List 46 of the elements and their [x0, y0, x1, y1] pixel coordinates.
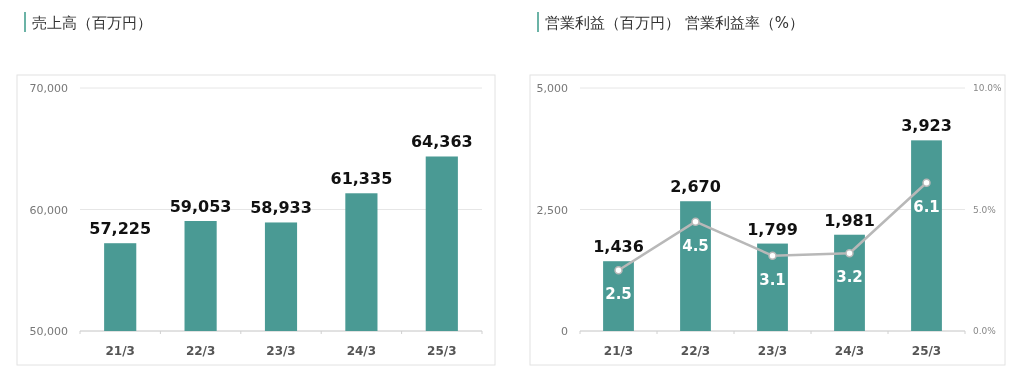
chart-title: 売上高（百万円） [32, 14, 152, 32]
y-tick-label: 60,000 [29, 203, 68, 217]
data-label: 61,335 [330, 169, 393, 189]
x-tick-label: 24/3 [834, 344, 865, 358]
chart-title: 営業利益（百万円） 営業利益率（%） [545, 14, 805, 32]
y2-tick-label: 5.0% [973, 204, 997, 215]
y-tick-label: 0 [561, 325, 568, 338]
data-label: 1,799 [747, 219, 798, 239]
data-label: 2,670 [670, 177, 721, 197]
x-tick-label: 23/3 [757, 344, 788, 358]
data-label: 1,436 [593, 237, 644, 257]
bar [757, 243, 788, 331]
bar [603, 261, 634, 331]
data-label: 4.5 [682, 236, 709, 255]
y-tick-label: 70,000 [29, 82, 68, 95]
point [845, 248, 854, 258]
data-label: 6.1 [913, 197, 940, 216]
data-label: 64,363 [410, 132, 473, 152]
x-tick-label: 21/3 [105, 344, 135, 358]
data-label: 3.1 [759, 270, 786, 289]
y2-tick-label: 10.0% [973, 83, 1003, 93]
bar [911, 140, 942, 331]
x-tick-label: 23/3 [266, 344, 296, 358]
data-label: 58,933 [250, 198, 312, 218]
y-tick-label: 50,000 [29, 325, 68, 338]
y-tick-label: 5,000 [536, 82, 568, 95]
x-tick-label: 25/3 [911, 344, 942, 358]
point [691, 217, 700, 226]
point [614, 266, 623, 275]
data-label: 3.2 [836, 268, 863, 287]
x-tick-label: 25/3 [427, 344, 457, 358]
data-label: 3,923 [901, 116, 952, 136]
point [922, 178, 931, 188]
data-label: 1,981 [824, 210, 875, 230]
x-tick-label: 22/3 [680, 344, 711, 358]
data-label: 59,053 [169, 197, 232, 217]
data-label: 2.5 [605, 285, 632, 304]
point [768, 251, 777, 260]
y2-tick-label: 0.0% [973, 326, 997, 336]
data-label: 57,225 [89, 219, 152, 239]
x-tick-label: 24/3 [346, 344, 377, 358]
bar [834, 234, 865, 331]
x-tick-label: 22/3 [185, 344, 216, 358]
x-tick-label: 21/3 [603, 344, 634, 358]
y-tick-label: 2,500 [536, 203, 568, 217]
bar [680, 201, 711, 331]
